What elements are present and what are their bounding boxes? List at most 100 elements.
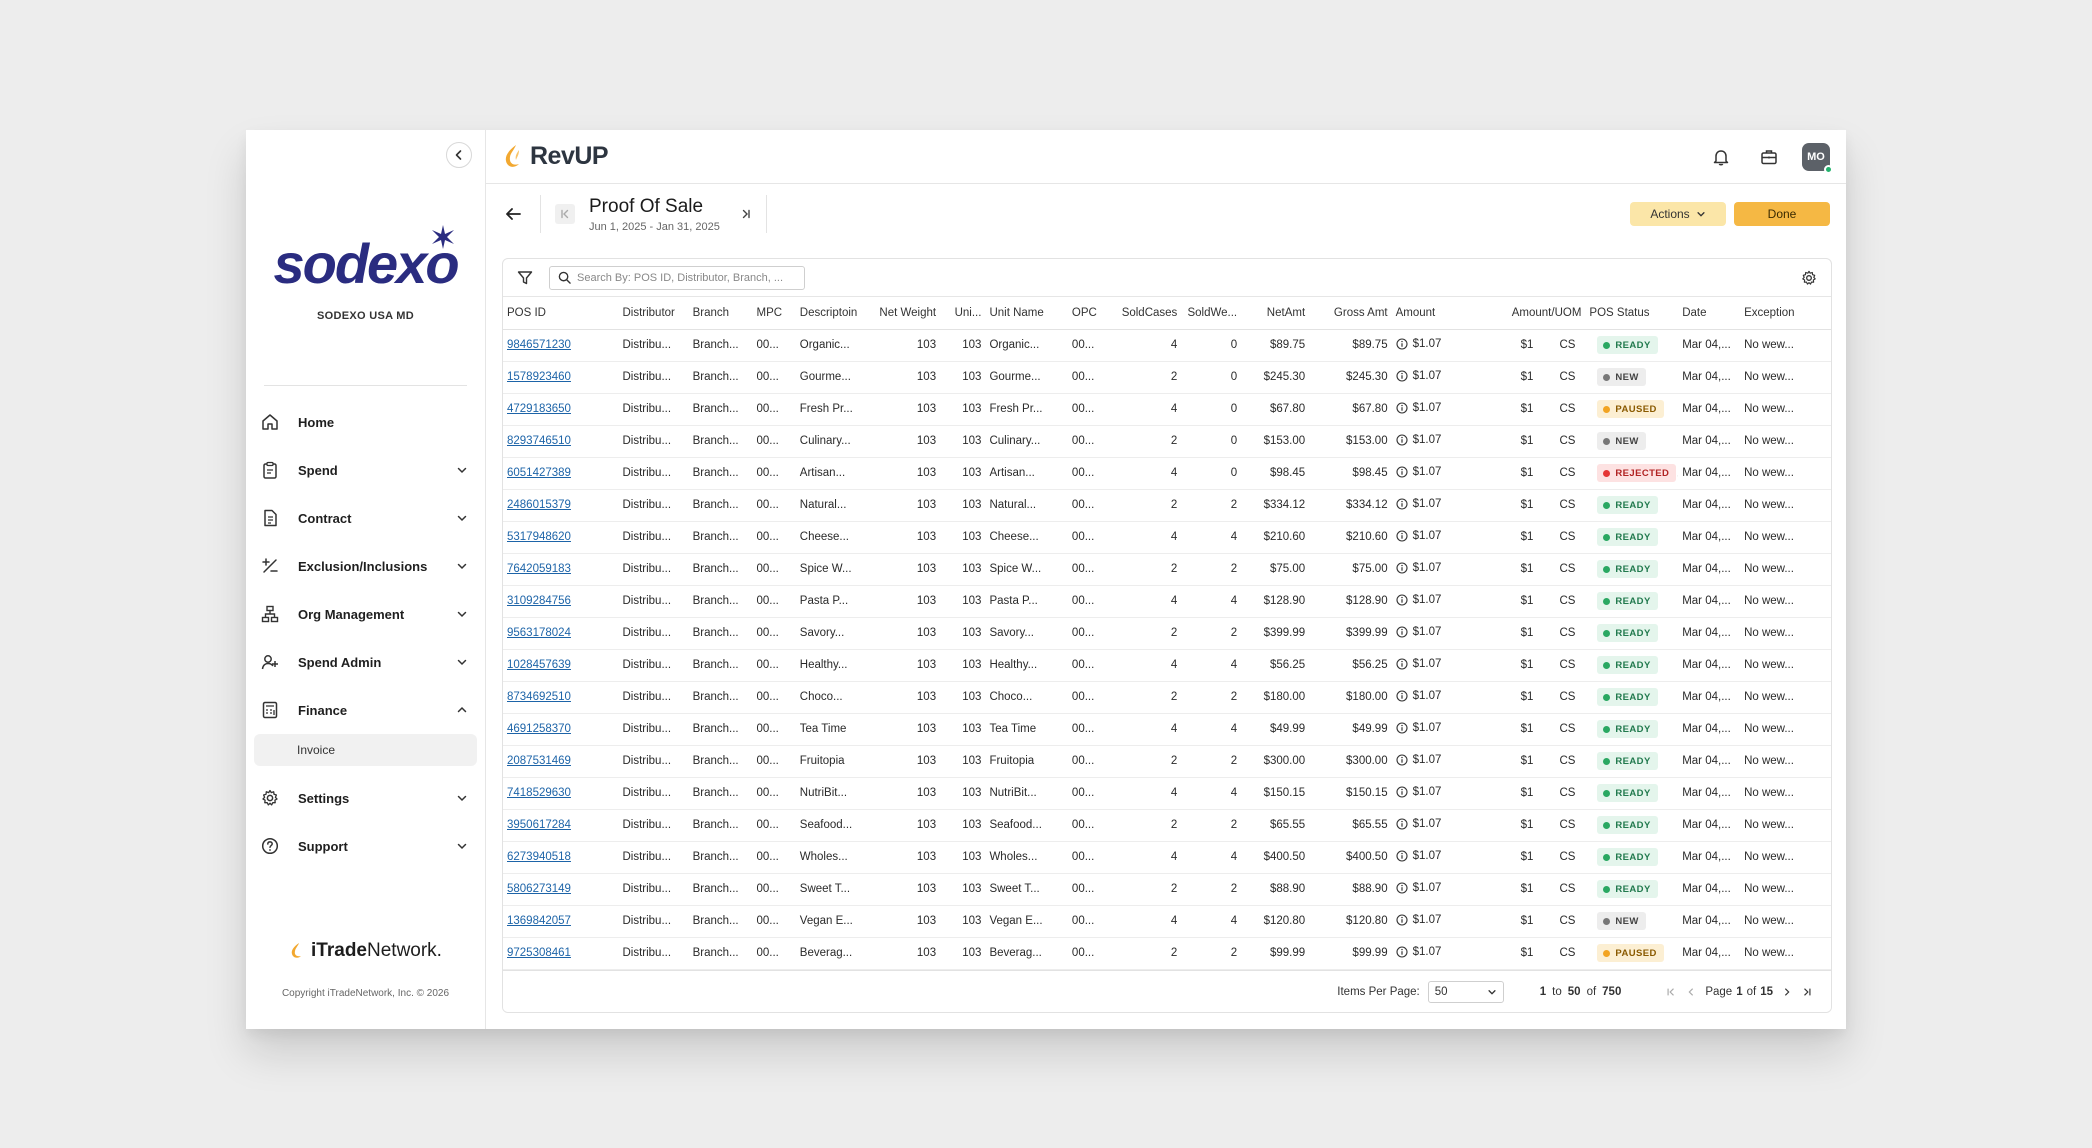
- pos-id-link[interactable]: 8293746510: [507, 435, 571, 447]
- info-icon[interactable]: [1396, 913, 1408, 926]
- info-icon[interactable]: [1396, 753, 1408, 766]
- pos-id-link[interactable]: 5317948620: [507, 531, 571, 543]
- pos-id-link[interactable]: 3950617284: [507, 819, 571, 831]
- info-icon[interactable]: [1396, 721, 1408, 734]
- table-row[interactable]: 1028457639 Distribu... Branch... 00... Healt…: [503, 649, 1831, 682]
- notifications-button[interactable]: [1706, 142, 1736, 172]
- column-header[interactable]: Descriptoin: [795, 297, 868, 330]
- nav-subitem-invoice[interactable]: Invoice: [254, 734, 477, 766]
- back-button[interactable]: [502, 203, 524, 225]
- nav-item-support[interactable]: Support: [246, 822, 485, 870]
- table-row[interactable]: 5317948620 Distribu... Branch... 00... Chees…: [503, 521, 1831, 554]
- info-icon[interactable]: [1396, 689, 1408, 702]
- pos-id-link[interactable]: 2486015379: [507, 499, 571, 511]
- info-icon[interactable]: [1396, 529, 1408, 542]
- table-row[interactable]: 7418529630 Distribu... Branch... 00... Nutri…: [503, 777, 1831, 810]
- column-header[interactable]: Branch: [688, 297, 753, 330]
- column-header[interactable]: Unit Name: [985, 297, 1068, 330]
- nav-item-exclusions[interactable]: Exclusion/Inclusions: [246, 542, 485, 590]
- table-row[interactable]: 3950617284 Distribu... Branch... 00... Seafo…: [503, 809, 1831, 842]
- nav-item-spend[interactable]: Spend: [246, 446, 485, 494]
- table-row[interactable]: 1578923460 Distribu... Branch... 00... Gourm…: [503, 361, 1831, 394]
- column-header[interactable]: Amount/UOM: [1472, 297, 1586, 330]
- column-header[interactable]: Gross Amt: [1309, 297, 1392, 330]
- pos-id-link[interactable]: 2087531469: [507, 755, 571, 767]
- table-settings-button[interactable]: [1799, 268, 1819, 288]
- info-icon[interactable]: [1396, 625, 1408, 638]
- pos-id-link[interactable]: 9846571230: [507, 339, 571, 351]
- info-icon[interactable]: [1396, 465, 1408, 478]
- column-header[interactable]: Amount: [1391, 297, 1473, 330]
- filter-button[interactable]: [515, 268, 535, 288]
- nav-item-finance[interactable]: Finance: [246, 686, 485, 734]
- info-icon[interactable]: [1396, 337, 1408, 350]
- info-icon[interactable]: [1396, 881, 1408, 894]
- pos-id-link[interactable]: 9725308461: [507, 947, 571, 959]
- app-logo[interactable]: RevUP: [502, 142, 609, 171]
- table-row[interactable]: 9725308461 Distribu... Branch... 00... Bever…: [503, 937, 1831, 970]
- info-icon[interactable]: [1396, 369, 1408, 382]
- prev-page-button[interactable]: [1685, 986, 1697, 998]
- pos-id-link[interactable]: 4691258370: [507, 723, 571, 735]
- table-row[interactable]: 2087531469 Distribu... Branch... 00... Fruit…: [503, 745, 1831, 778]
- info-icon[interactable]: [1396, 849, 1408, 862]
- info-icon[interactable]: [1396, 945, 1408, 958]
- search-input[interactable]: [577, 271, 797, 284]
- next-page-button[interactable]: [1781, 986, 1793, 998]
- column-header[interactable]: Exception: [1740, 297, 1831, 330]
- table-row[interactable]: 9846571230 Distribu... Branch... 00... Organ…: [503, 329, 1831, 362]
- table-row[interactable]: 4729183650 Distribu... Branch... 00... Fresh…: [503, 393, 1831, 426]
- pos-id-link[interactable]: 5806273149: [507, 883, 571, 895]
- first-page-button[interactable]: [1665, 986, 1677, 998]
- column-header[interactable]: NetAmt: [1241, 297, 1310, 330]
- sidebar-collapse-button[interactable]: [446, 142, 472, 168]
- briefcase-button[interactable]: [1754, 142, 1784, 172]
- column-header[interactable]: MPC: [752, 297, 796, 330]
- pos-id-link[interactable]: 7642059183: [507, 563, 571, 575]
- table-row[interactable]: 3109284756 Distribu... Branch... 00... Pasta…: [503, 585, 1831, 618]
- table-row[interactable]: 4691258370 Distribu... Branch... 00... Tea T…: [503, 713, 1831, 746]
- table-row[interactable]: 6273940518 Distribu... Branch... 00... Whole…: [503, 841, 1831, 874]
- info-icon[interactable]: [1396, 433, 1408, 446]
- pos-id-link[interactable]: 1369842057: [507, 915, 571, 927]
- pos-id-link[interactable]: 1028457639: [507, 659, 571, 671]
- info-icon[interactable]: [1396, 657, 1408, 670]
- info-icon[interactable]: [1396, 561, 1408, 574]
- pos-id-link[interactable]: 6051427389: [507, 467, 571, 479]
- done-button[interactable]: Done: [1734, 202, 1830, 226]
- table-row[interactable]: 8293746510 Distribu... Branch... 00... Culin…: [503, 425, 1831, 458]
- info-icon[interactable]: [1396, 785, 1408, 798]
- user-avatar[interactable]: MO: [1802, 142, 1833, 174]
- column-header[interactable]: SoldWe...: [1181, 297, 1242, 330]
- nav-item-contract[interactable]: Contract: [246, 494, 485, 542]
- column-header[interactable]: Date: [1678, 297, 1741, 330]
- first-record-button[interactable]: [555, 204, 575, 224]
- pos-id-link[interactable]: 3109284756: [507, 595, 571, 607]
- actions-button[interactable]: Actions: [1630, 202, 1726, 226]
- column-header[interactable]: Net Weight: [867, 297, 941, 330]
- last-page-button[interactable]: [1801, 986, 1813, 998]
- items-per-page-select[interactable]: 50: [1427, 980, 1504, 1003]
- table-row[interactable]: 2486015379 Distribu... Branch... 00... Natur…: [503, 489, 1831, 522]
- nav-item-home[interactable]: Home: [246, 398, 485, 446]
- last-record-button[interactable]: [736, 204, 756, 224]
- pos-id-link[interactable]: 6273940518: [507, 851, 571, 863]
- pos-id-link[interactable]: 8734692510: [507, 691, 571, 703]
- nav-item-settings[interactable]: Settings: [246, 774, 485, 822]
- table-row[interactable]: 8734692510 Distribu... Branch... 00... Choco…: [503, 681, 1831, 714]
- pos-id-link[interactable]: 9563178024: [507, 627, 571, 639]
- table-row[interactable]: 6051427389 Distribu... Branch... 00... Artis…: [503, 457, 1831, 490]
- info-icon[interactable]: [1396, 401, 1408, 414]
- nav-item-org-management[interactable]: Org Management: [246, 590, 485, 638]
- column-header[interactable]: Uni...: [940, 297, 986, 330]
- info-icon[interactable]: [1396, 497, 1408, 510]
- table-row[interactable]: 5806273149 Distribu... Branch... 00... Sweet…: [503, 873, 1831, 906]
- pos-id-link[interactable]: 4729183650: [507, 403, 571, 415]
- column-header[interactable]: OPC: [1067, 297, 1110, 330]
- column-header[interactable]: Distributor: [618, 297, 689, 330]
- table-row[interactable]: 9563178024 Distribu... Branch... 00... Savor…: [503, 617, 1831, 650]
- info-icon[interactable]: [1396, 593, 1408, 606]
- table-row[interactable]: 7642059183 Distribu... Branch... 00... Spice…: [503, 553, 1831, 586]
- column-header[interactable]: POS Status: [1585, 297, 1679, 330]
- pos-id-link[interactable]: 7418529630: [507, 787, 571, 799]
